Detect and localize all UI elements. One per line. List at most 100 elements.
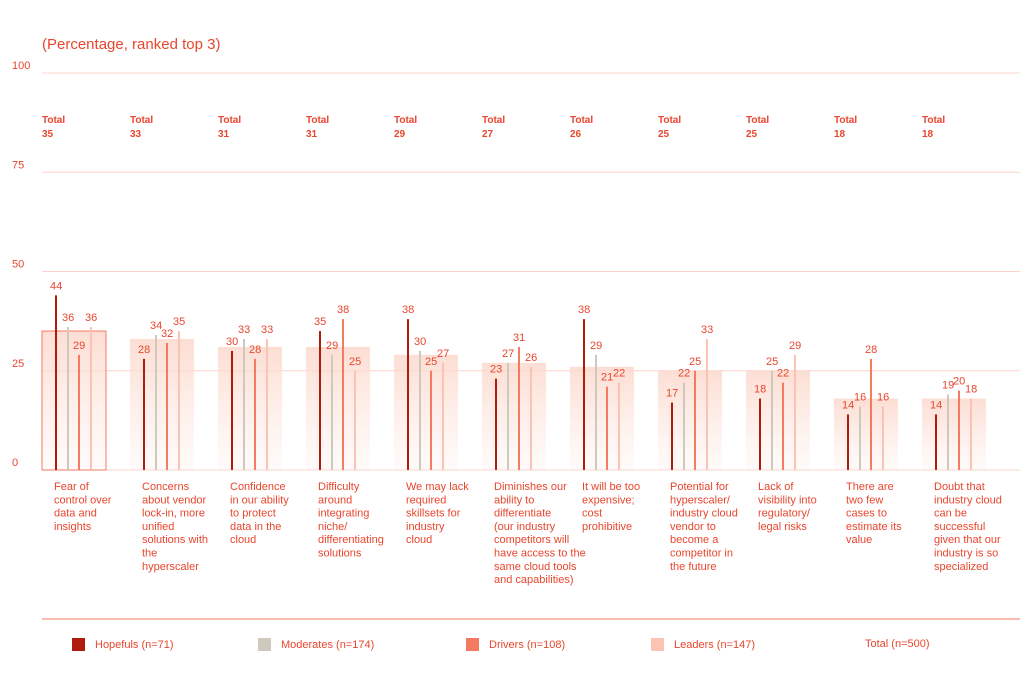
total-value: 31: [306, 129, 318, 140]
data-bar: [430, 370, 432, 470]
total-label: Total: [42, 115, 65, 126]
category-label: value: [846, 534, 872, 546]
legend-label: Hopefuls (n=71): [95, 638, 174, 651]
legend-item: Leaders (n=147): [651, 638, 755, 651]
legend-item: Total (n=500): [865, 638, 930, 650]
data-bar: [90, 327, 92, 470]
total-value: 35: [42, 129, 54, 140]
data-bar: [618, 382, 620, 470]
total-bar: [658, 370, 722, 470]
data-bar: [606, 386, 608, 470]
category-label: given that our: [934, 534, 1001, 546]
category-label: in our ability: [230, 494, 289, 506]
data-label: 22: [777, 368, 789, 380]
data-bar: [178, 331, 180, 470]
data-bar: [970, 398, 972, 470]
y-tick-label: 75: [12, 159, 24, 171]
category-label: Potential for: [670, 481, 729, 493]
total-label: Total: [394, 115, 417, 126]
y-tick-label: 25: [12, 358, 24, 370]
category-label: differentiate: [494, 508, 551, 520]
category-label: It will be too: [582, 481, 640, 493]
category-label: hyperscaler/: [670, 494, 731, 506]
data-label: 29: [73, 340, 85, 352]
data-label: 14: [842, 399, 854, 411]
data-label: 22: [613, 368, 625, 380]
chart-title: (Percentage, ranked top 3): [42, 36, 221, 53]
legend-swatch: [651, 638, 664, 651]
data-label: 36: [62, 312, 74, 324]
category-label: the future: [670, 561, 716, 573]
data-bar: [419, 350, 421, 470]
total-value: 31: [218, 129, 230, 140]
category-label: to protect: [230, 508, 276, 520]
data-label: 25: [766, 356, 778, 368]
category-label: niche/: [318, 521, 348, 533]
data-bar: [694, 370, 696, 470]
total-value: 27: [482, 129, 494, 140]
data-bar: [55, 295, 57, 470]
total-value: 18: [922, 129, 934, 140]
data-bar: [231, 350, 233, 470]
y-tick-label: 0: [12, 457, 18, 469]
legend-item: Moderates (n=174): [258, 638, 374, 651]
y-tick-label: 50: [12, 259, 24, 271]
data-bar: [683, 382, 685, 470]
data-bar: [507, 362, 509, 470]
data-label: 33: [261, 324, 273, 336]
data-label: 36: [85, 312, 97, 324]
data-label: 35: [314, 316, 326, 328]
data-bar: [706, 338, 708, 470]
data-bar: [530, 366, 532, 470]
legend-label: Drivers (n=108): [489, 638, 566, 651]
data-label: 35: [173, 316, 185, 328]
legend-item: Hopefuls (n=71): [72, 638, 174, 651]
category-label: specialized: [934, 561, 988, 573]
data-label: 16: [854, 391, 866, 403]
data-label: 29: [789, 340, 801, 352]
category-label: estimate its: [846, 521, 902, 533]
total-bar: [570, 366, 634, 470]
data-label: 18: [754, 384, 766, 396]
category-label: around: [318, 494, 352, 506]
legend-swatch: [258, 638, 271, 651]
data-bar: [354, 370, 356, 470]
data-bar: [847, 414, 849, 470]
category-label: required: [406, 494, 446, 506]
data-bar: [67, 327, 69, 470]
total-label: Total: [746, 115, 769, 126]
data-bar: [671, 402, 673, 470]
legend: Hopefuls (n=71) Moderates (n=174) Drivers …: [0, 638, 1024, 660]
category-label: There are: [846, 481, 894, 493]
data-label: 33: [701, 324, 713, 336]
data-bar: [155, 335, 157, 470]
data-label: 27: [437, 348, 449, 360]
total-label: Total: [834, 115, 857, 126]
data-label: 30: [414, 336, 426, 348]
data-bar: [782, 382, 784, 470]
category-label: vendor to: [670, 521, 716, 533]
data-label: 27: [502, 348, 514, 360]
category-label: successful: [934, 521, 985, 533]
data-label: 30: [226, 336, 238, 348]
category-label: solutions: [318, 548, 362, 560]
data-label: 44: [50, 280, 62, 292]
category-label: We may lack: [406, 481, 469, 493]
data-bar: [958, 390, 960, 470]
data-bar: [935, 414, 937, 470]
category-label: skillsets for: [406, 508, 461, 520]
data-bar: [771, 370, 773, 470]
category-label: unified: [142, 521, 174, 533]
category-label: lock-in, more: [142, 508, 205, 520]
data-bar: [319, 331, 321, 470]
data-bar: [583, 319, 585, 470]
category-label: Fear of: [54, 481, 90, 493]
category-label: Diminishes our: [494, 481, 567, 493]
category-label: two few: [846, 494, 883, 506]
data-label: 25: [689, 356, 701, 368]
data-label: 31: [513, 332, 525, 344]
category-label: (our industry: [494, 521, 556, 533]
category-label: Lack of: [758, 481, 794, 493]
data-bar: [331, 354, 333, 470]
total-value: 25: [658, 129, 670, 140]
